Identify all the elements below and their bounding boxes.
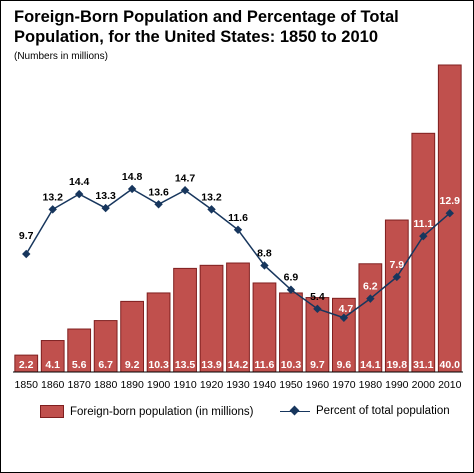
line-value-label: 6.9 (284, 272, 299, 284)
line-value-label: 13.6 (148, 186, 169, 198)
x-tick-label: 1970 (332, 379, 356, 391)
bar-value-label: 11.6 (255, 359, 275, 371)
legend-bar-swatch (40, 405, 64, 418)
legend-item-bars: Foreign-born population (in millions) (40, 405, 253, 418)
bar-value-label: 19.8 (387, 359, 408, 371)
line-point (74, 189, 84, 199)
x-tick-label: 1990 (385, 379, 409, 391)
line-value-label: 9.7 (19, 230, 34, 242)
legend-bar-label: Foreign-born population (in millions) (70, 405, 254, 418)
legend-item-line: Percent of total population (280, 405, 450, 417)
x-tick-label: 1870 (67, 379, 91, 391)
line-point (233, 225, 243, 234)
bar-value-label: 14.2 (228, 359, 249, 371)
line-value-label: 14.8 (122, 171, 143, 183)
legend-line-swatch (280, 406, 310, 417)
line-point (366, 294, 375, 303)
x-tick-label: 1930 (226, 379, 250, 391)
line-point (101, 203, 110, 213)
x-tick-label: 1940 (253, 379, 277, 391)
x-tick-label: 1880 (94, 379, 118, 391)
x-tick-label: 2010 (438, 379, 462, 391)
legend-line-label: Percent of total population (316, 405, 450, 417)
x-tick-label: 1980 (359, 379, 383, 391)
bar (437, 64, 462, 373)
bar-value-label: 9.7 (310, 359, 325, 371)
line-point (207, 205, 216, 214)
bar (384, 219, 409, 373)
line-point (180, 186, 190, 195)
bar (173, 267, 197, 373)
x-tick-label: 1920 (200, 379, 224, 391)
x-tick-label: 2000 (412, 379, 436, 391)
bar-value-label: 9.6 (337, 359, 352, 371)
x-tick-label: 1960 (306, 379, 330, 391)
line-value-label: 11.6 (228, 212, 248, 224)
line-value-label: 14.4 (69, 176, 90, 188)
line-value-label: 11.1 (413, 218, 433, 230)
bar-value-label: 40.0 (440, 359, 461, 371)
bar-value-label: 9.2 (125, 359, 140, 371)
bar-value-label: 13.9 (201, 359, 222, 371)
x-tick-label: 1950 (279, 379, 303, 391)
x-tick-label: 1850 (15, 379, 39, 391)
bar-value-label: 13.5 (175, 359, 196, 371)
line-value-label: 8.8 (257, 247, 272, 259)
bar-value-label: 10.3 (281, 359, 302, 371)
line-value-label: 13.2 (42, 191, 63, 203)
line-value-label: 12.9 (440, 195, 461, 207)
line-point (445, 209, 454, 218)
line-value-label: 13.2 (201, 191, 222, 203)
line-point (419, 231, 428, 241)
line-point (22, 249, 31, 259)
line-value-label: 14.7 (175, 172, 196, 184)
bar (199, 264, 224, 373)
chart-legend: Foreign-born population (in millions) Pe… (0, 405, 474, 425)
line-value-label: 13.3 (95, 190, 116, 202)
line-point (286, 285, 296, 294)
line-value-label: 7.9 (390, 259, 405, 271)
x-tick-label: 1900 (147, 379, 171, 391)
bar-value-label: 5.6 (72, 359, 87, 371)
line-value-label: 5.4 (310, 291, 325, 303)
x-tick-label: 1910 (173, 379, 197, 391)
bar-value-label: 2.2 (19, 359, 34, 371)
chart-subtitle: (Numbers in millions) (14, 51, 108, 62)
bar-value-label: 31.1 (413, 359, 434, 371)
line-point (313, 304, 322, 314)
line-value-label: 6.2 (363, 281, 378, 293)
line-point (127, 184, 137, 194)
bar (226, 262, 250, 373)
bar-value-label: 6.7 (98, 359, 113, 371)
chart-plot: 2.2 1850 4.1 1860 5.6 1870 6.7 1880 9.2 1890 10.3 1… (13, 64, 463, 391)
x-tick-label: 1890 (120, 379, 144, 391)
line-point (48, 205, 57, 214)
line-point (392, 272, 402, 282)
bar (411, 132, 436, 373)
line-value-label: 4.7 (339, 303, 354, 315)
chart-title: Foreign-Born Population and Percentage o… (14, 8, 399, 46)
bar-value-label: 10.3 (148, 359, 169, 371)
line-point (154, 200, 163, 209)
bar-value-label: 14.1 (360, 359, 381, 371)
line-point (260, 261, 269, 270)
line-point (339, 313, 349, 322)
x-tick-label: 1860 (41, 379, 65, 391)
bar-value-label: 4.1 (45, 359, 60, 371)
